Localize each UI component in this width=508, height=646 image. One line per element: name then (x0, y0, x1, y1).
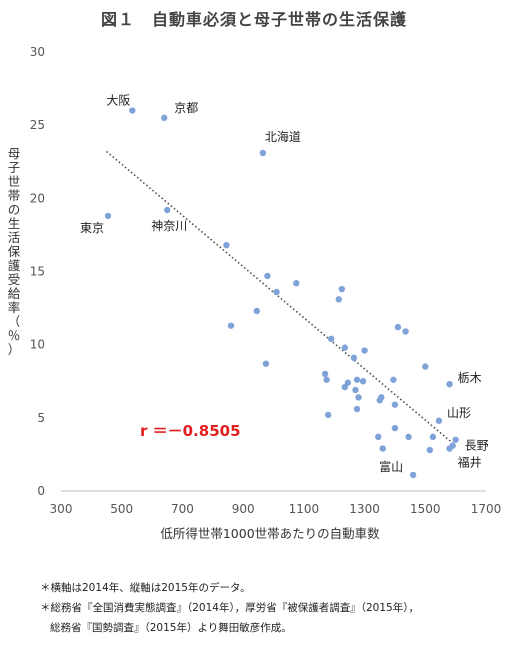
data-point (350, 354, 358, 362)
data-point (323, 376, 330, 383)
correlation-annotation: r ＝－0.8505 (140, 422, 241, 440)
data-point (353, 376, 361, 383)
data-point (452, 436, 459, 443)
x-tick-label: 900 (232, 502, 255, 516)
y-tick-label: 0 (37, 484, 45, 498)
data-point (391, 401, 399, 408)
data-point (259, 149, 267, 157)
data-point (402, 328, 409, 335)
data-point (353, 405, 361, 413)
y-tick-label: 10 (30, 338, 45, 352)
data-point (405, 433, 412, 441)
data-point (129, 107, 136, 114)
data-point (335, 296, 342, 303)
y-axis-label: 母子世帯の生活保護受給率（％） (8, 146, 21, 357)
point-label: 京都 (174, 101, 198, 115)
data-point (264, 272, 271, 280)
y-tick-label: 15 (30, 265, 45, 279)
data-point (409, 471, 417, 479)
x-tick-label: 300 (50, 502, 73, 516)
x-tick-label: 700 (171, 502, 194, 516)
data-point (361, 347, 368, 354)
data-point (321, 370, 329, 378)
footnotes: ＊横軸は2014年、縦軸は2015年のデータ。 ＊総務省『全国消費実態調査』（2… (40, 578, 500, 638)
point-label: 長野 (465, 439, 489, 453)
point-label: 福井 (458, 455, 482, 470)
y-tick-label: 25 (30, 118, 45, 132)
data-point (341, 344, 349, 351)
data-point (327, 335, 335, 343)
data-point (359, 378, 367, 385)
data-point (164, 206, 171, 214)
scatter-chart: 300 500 700 900 1100 1300 1500 1700 0 5 10 15 20 25 30… (8, 45, 502, 541)
x-tick-label: 1500 (410, 502, 441, 516)
data-point (355, 394, 362, 401)
data-point (391, 424, 399, 432)
data-point (227, 322, 235, 329)
data-point (446, 445, 453, 452)
data-point (344, 379, 352, 386)
y-tick-label: 5 (37, 411, 45, 425)
y-tick-label: 20 (30, 191, 45, 205)
data-point (394, 323, 402, 331)
data-point (223, 241, 230, 249)
point-label: 大阪 (106, 94, 130, 108)
trendline-group (106, 150, 457, 447)
data-point (435, 417, 443, 424)
trendline (106, 150, 457, 447)
data-point (429, 433, 437, 441)
point-label: 山形 (447, 406, 471, 420)
data-point (293, 280, 300, 287)
x-tick-label: 1100 (289, 502, 320, 516)
data-point (262, 360, 270, 367)
point-label: 北海道 (265, 129, 301, 144)
data-point (253, 307, 261, 315)
footnote-1: ＊横軸は2014年、縦軸は2015年のデータ。 (40, 582, 251, 594)
data-point (352, 386, 359, 394)
data-point (422, 363, 429, 370)
data-point (375, 433, 382, 441)
point-label: 東京 (80, 221, 104, 235)
data-point (104, 212, 112, 220)
data-point (390, 376, 397, 383)
data-point (338, 285, 346, 293)
points-group (104, 107, 459, 479)
point-label: 栃木 (458, 371, 482, 385)
data-point (426, 446, 434, 454)
footnote-3: 総務省『国勢調査』（2015年）より舞田敏彦作成。 (50, 622, 292, 634)
data-point (273, 288, 280, 296)
chart-title: 図１ 自動車必須と母子世帯の生活保護 (100, 10, 407, 29)
data-point (379, 445, 386, 452)
x-tick-label: 500 (110, 502, 133, 516)
point-label: 富山 (379, 459, 403, 474)
data-point (378, 394, 385, 401)
point-label: 神奈川 (151, 219, 187, 233)
x-tick-label: 1300 (349, 502, 380, 516)
x-tick-label: 1700 (471, 502, 502, 516)
data-point (446, 380, 453, 388)
axes: 300 500 700 900 1100 1300 1500 1700 0 5 10 15 20 25 30… (8, 45, 502, 516)
footnote-2: ＊総務省『全国消費実態調査』（2014年），厚労省『被保護者調査』（2015年）… (40, 602, 419, 614)
x-axis-label: 低所得世帯1000世帯あたりの自動車数 (160, 526, 380, 541)
y-tick-label: 30 (30, 45, 45, 59)
data-point (161, 114, 168, 122)
data-point (324, 411, 332, 419)
